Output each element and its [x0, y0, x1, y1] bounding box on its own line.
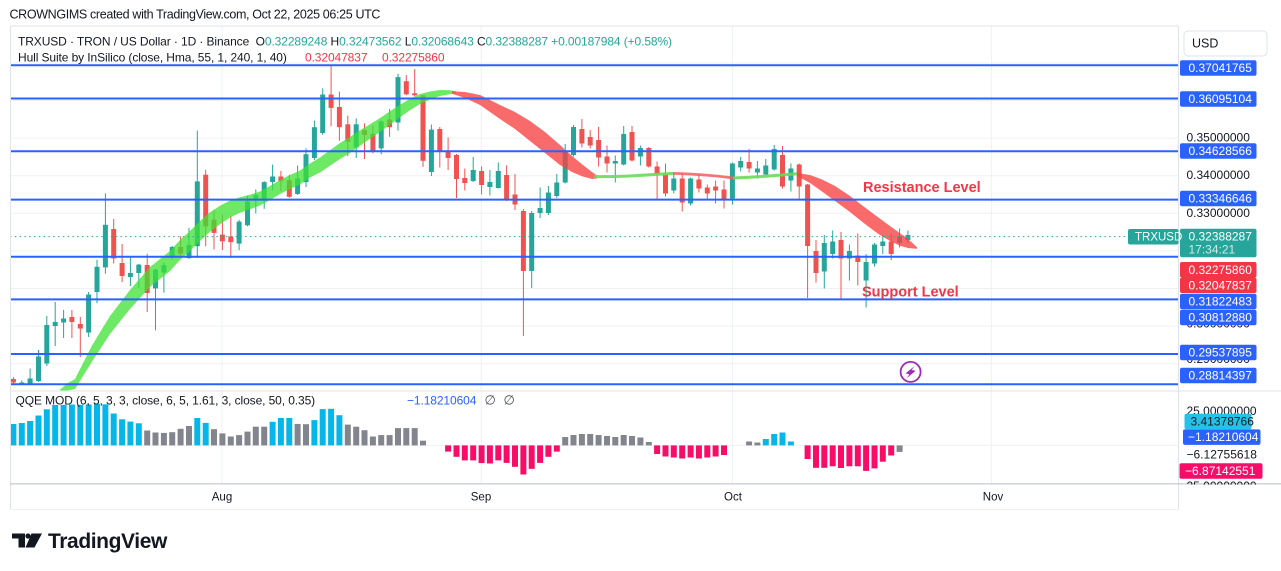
svg-text:Aug: Aug — [212, 492, 232, 504]
svg-text:TRXUSD · TRON / US Dollar · 1D: TRXUSD · TRON / US Dollar · 1D · Binance… — [18, 35, 672, 49]
svg-text:0.34000000: 0.34000000 — [1187, 168, 1251, 182]
svg-text:Hull Suite by InSilico (close,: Hull Suite by InSilico (close, Hma, 55, … — [18, 51, 445, 65]
svg-text:Resistance Level: Resistance Level — [863, 180, 981, 196]
svg-text:3.41378766: 3.41378766 — [1191, 415, 1255, 429]
svg-text:17:34:21: 17:34:21 — [1189, 243, 1236, 257]
svg-text:0.34628566: 0.34628566 — [1189, 144, 1253, 158]
svg-text:0.32388287: 0.32388287 — [1189, 230, 1253, 244]
svg-text:Support Level: Support Level — [862, 285, 959, 301]
svg-text:−6.87142551: −6.87142551 — [1185, 464, 1256, 478]
svg-text:Sep: Sep — [471, 492, 491, 504]
svg-text:TRXUSD: TRXUSD — [1135, 232, 1182, 244]
svg-text:Nov: Nov — [983, 492, 1004, 504]
svg-text:0.30812880: 0.30812880 — [1189, 311, 1253, 325]
svg-text:0.33346646: 0.33346646 — [1189, 192, 1253, 206]
svg-text:0.33000000: 0.33000000 — [1187, 206, 1251, 220]
svg-text:0.32275860: 0.32275860 — [1189, 263, 1253, 277]
svg-text:0.35000000: 0.35000000 — [1187, 131, 1251, 145]
svg-text:0.32047837: 0.32047837 — [1189, 278, 1253, 292]
svg-text:0.28814397: 0.28814397 — [1189, 369, 1253, 383]
svg-text:0.31822483: 0.31822483 — [1189, 295, 1253, 309]
svg-text:Oct: Oct — [724, 492, 743, 504]
svg-text:0.36095104: 0.36095104 — [1189, 92, 1253, 106]
svg-text:QQE MOD (6, 5, 3, 3, close, 6,: QQE MOD (6, 5, 3, 3, close, 6, 5, 1.61, … — [16, 393, 515, 408]
svg-text:USD: USD — [1192, 37, 1218, 51]
svg-text:−6.12755618: −6.12755618 — [1187, 447, 1258, 461]
svg-text:CROWNGIMS created with Trading: CROWNGIMS created with TradingView.com, … — [10, 8, 381, 22]
svg-text:TradingView: TradingView — [48, 530, 168, 553]
svg-text:−1.18210604: −1.18210604 — [1188, 430, 1259, 444]
svg-text:0.29537895: 0.29537895 — [1189, 346, 1253, 360]
svg-text:0.37041765: 0.37041765 — [1189, 61, 1253, 75]
